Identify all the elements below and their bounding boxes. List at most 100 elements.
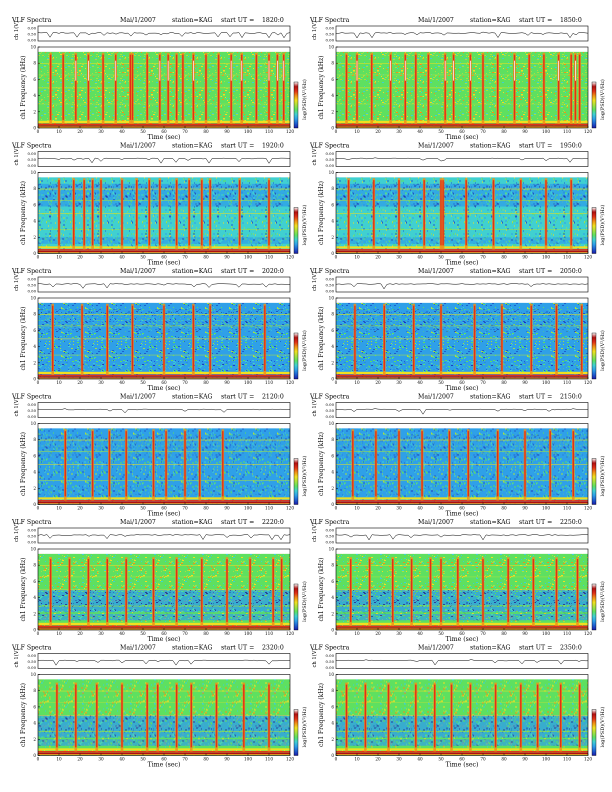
spectrogram-quiet-band	[38, 488, 290, 495]
waveform-ylabel: ch 1(V)	[13, 21, 20, 40]
burst-saturation	[268, 60, 270, 81]
x-tick-label: 50	[438, 255, 444, 260]
x-tick-label: 60	[161, 380, 167, 385]
spectrogram-quiet-band	[336, 309, 588, 333]
panel-start-ut: 2220:0	[262, 519, 284, 526]
waveform-tick-label: 0.00	[326, 540, 335, 545]
x-tick-label: 110	[265, 129, 273, 134]
x-tick-label: 120	[286, 506, 294, 511]
x-tick-label: 10	[354, 380, 360, 385]
y-tick-label: 6	[331, 328, 334, 333]
waveform-tick-label: 0.00	[326, 665, 335, 670]
x-tick-label: 100	[542, 380, 550, 385]
x-tick-label: 40	[417, 255, 423, 260]
x-tick-label: 100	[244, 757, 252, 762]
emission-band	[38, 627, 290, 629]
colorbar-label: log(PSD)(V²/Hz)	[301, 456, 308, 497]
waveform-tick-label: 0.00	[326, 277, 335, 282]
emission-band	[336, 627, 588, 629]
waveform-ylabel: ch 1(V)	[311, 21, 318, 40]
waveform-ylabel: ch 1(V)	[311, 147, 318, 166]
panel-start-ut: 1920:0	[262, 143, 284, 150]
spectrogram-quiet-band	[38, 237, 290, 244]
y-tick-label: 2	[331, 611, 334, 616]
y-tick-label: 10	[31, 296, 37, 301]
x-tick-label: 100	[542, 129, 550, 134]
waveform-trace	[335, 534, 589, 541]
x-tick-label: 120	[584, 631, 592, 636]
y-tick-label: 0	[33, 628, 36, 633]
y-tick-label: 8	[33, 688, 36, 693]
waveform-tick-label: 0.00	[28, 38, 37, 43]
x-tick-label: 10	[354, 757, 360, 762]
burst-saturation	[356, 60, 358, 81]
burst-saturation	[404, 60, 406, 81]
spectrogram-field	[38, 51, 290, 128]
colorbar	[591, 709, 597, 756]
x-tick-label: 0	[37, 380, 40, 385]
x-tick-label: 90	[224, 380, 230, 385]
burst-core	[440, 180, 442, 246]
y-tick-label: 2	[331, 737, 334, 742]
waveform-tick-label: 0.00	[28, 151, 37, 156]
burst-core	[192, 54, 195, 120]
burst-core	[201, 559, 203, 622]
faint-band	[38, 702, 290, 703]
y-tick-label: 0	[331, 251, 334, 256]
burst-core	[264, 305, 266, 371]
burst-core	[106, 559, 108, 622]
x-tick-label: 0	[335, 757, 338, 762]
burst-core	[364, 684, 367, 748]
burst-core	[283, 54, 285, 120]
burst-core	[347, 180, 350, 246]
faint-band	[336, 200, 588, 201]
y-axis-label: ch1 Frequency (kHz)	[20, 55, 27, 119]
spectrogram-quiet-band	[336, 237, 588, 244]
spectrogram-quiet-band	[336, 362, 588, 370]
x-tick-label: 50	[140, 631, 146, 636]
burst-core	[555, 559, 558, 622]
waveform-ylabel: ch 1(V)	[13, 272, 20, 291]
burst-saturation	[453, 60, 454, 81]
panel-station: station=KAG	[470, 268, 511, 275]
burst-core	[497, 431, 499, 497]
x-tick-label: 40	[417, 506, 423, 511]
panel-date: Mai/1/2007	[418, 519, 454, 526]
panel-station: station=KAG	[172, 17, 213, 24]
x-tick-label: 80	[203, 631, 209, 636]
y-tick-label: 0	[33, 377, 36, 382]
burst-core	[226, 559, 228, 622]
spectrogram-field	[336, 51, 588, 128]
emission-band	[38, 246, 290, 249]
x-tick-label: 60	[161, 129, 167, 134]
spectrogram-quiet-band	[336, 613, 588, 621]
spectrogram-quiet-band	[336, 739, 588, 746]
burst-saturation	[514, 60, 515, 81]
burst-core	[175, 559, 178, 622]
emission-band	[38, 250, 290, 253]
colorbar	[293, 583, 299, 631]
emission-band	[38, 125, 290, 127]
x-tick-label: 80	[203, 129, 209, 134]
x-tick-label: 90	[522, 631, 528, 636]
colorbar	[591, 583, 597, 631]
panel-start-prefix: start UT =	[221, 394, 254, 401]
x-tick-label: 110	[563, 255, 571, 260]
faint-band	[38, 213, 290, 214]
spectrogram-quiet-band	[38, 739, 290, 746]
x-tick-label: 50	[438, 757, 444, 762]
panel-start-ut: 2250:0	[560, 519, 582, 526]
emission-band	[336, 748, 588, 751]
x-axis-label: Time (sec)	[446, 762, 479, 769]
x-tick-label: 0	[335, 631, 338, 636]
burst-core	[444, 54, 446, 120]
burst-core	[578, 684, 581, 748]
faint-band	[38, 87, 290, 89]
x-tick-label: 20	[375, 255, 381, 260]
y-tick-label: 8	[33, 563, 36, 568]
x-tick-label: 100	[542, 757, 550, 762]
x-tick-label: 50	[438, 506, 444, 511]
spectrogram-quiet-band	[38, 434, 290, 458]
y-axis-label: ch1 Frequency (kHz)	[318, 306, 325, 370]
x-tick-label: 80	[501, 255, 507, 260]
